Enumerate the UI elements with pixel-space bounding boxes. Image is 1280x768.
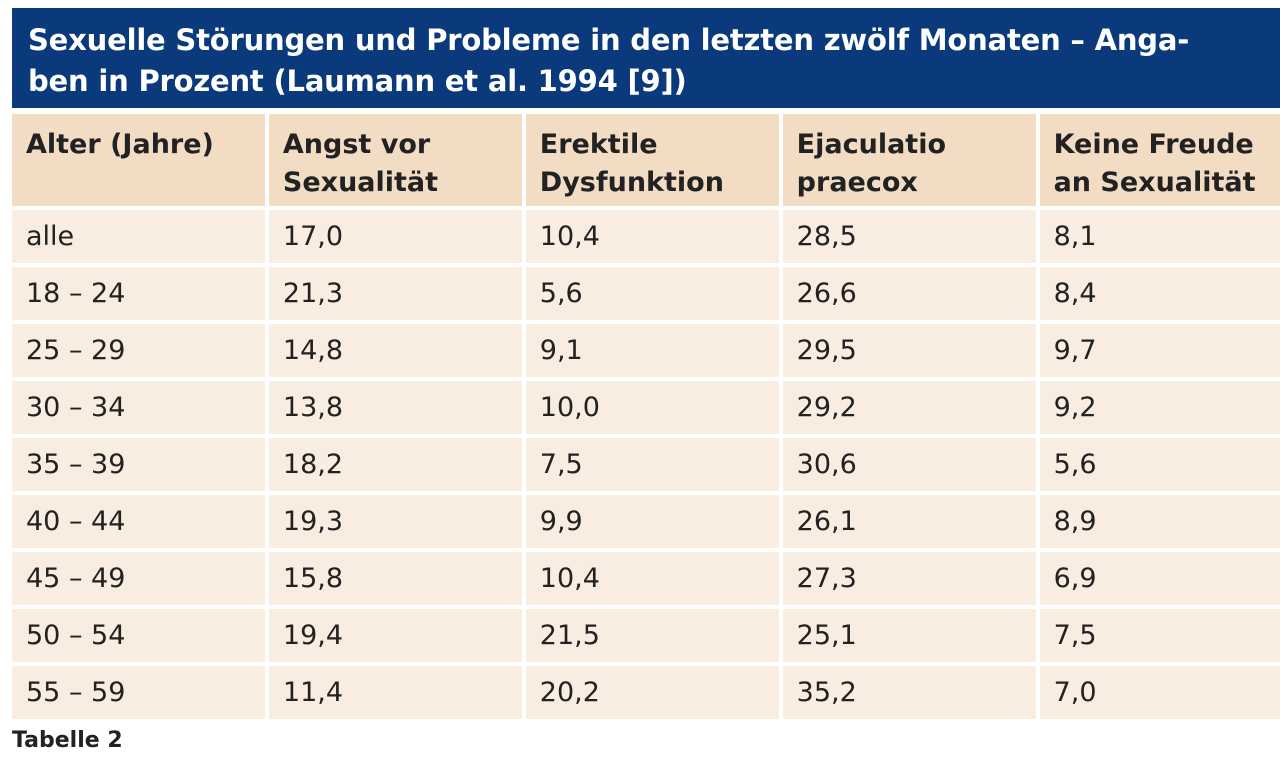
- age-group-cell: 50 – 54: [12, 609, 265, 662]
- percent-cell: 17,0: [268, 210, 522, 263]
- percent-cell: 15,8: [268, 552, 522, 605]
- percent-cell: 8,9: [1039, 495, 1280, 548]
- column-header-line: an Sexualität: [1053, 167, 1256, 198]
- percent-cell: 14,8: [268, 324, 522, 377]
- percent-cell: 28,5: [782, 210, 1036, 263]
- column-header: Angst vor Sexualität: [268, 114, 522, 206]
- age-group-cell: 40 – 44: [12, 495, 265, 548]
- table-title-line-2: ben in Prozent (Laumann et al. 1994 [9]): [28, 64, 687, 98]
- percent-cell: 19,3: [268, 495, 522, 548]
- age-group-cell: 30 – 34: [12, 381, 265, 434]
- percent-cell: 29,5: [782, 324, 1036, 377]
- table-title: Sexuelle Störungen und Probleme in den l…: [12, 8, 1280, 108]
- percent-cell: 10,0: [525, 381, 779, 434]
- percent-cell: 6,9: [1039, 552, 1280, 605]
- percent-cell: 9,9: [525, 495, 779, 548]
- percent-cell: 18,2: [268, 438, 522, 491]
- percent-cell: 11,4: [268, 666, 522, 719]
- column-header: Ejaculatio praecox: [782, 114, 1036, 206]
- percent-cell: 20,2: [525, 666, 779, 719]
- percent-cell: 9,2: [1039, 381, 1280, 434]
- age-group-cell: 35 – 39: [12, 438, 265, 491]
- table-row: 25 – 29 14,8 9,1 29,5 9,7: [12, 324, 1280, 377]
- age-group-cell: alle: [12, 210, 265, 263]
- percent-cell: 7,5: [1039, 609, 1280, 662]
- column-header: Alter (Jahre): [12, 114, 265, 206]
- percent-cell: 7,5: [525, 438, 779, 491]
- table-row: 30 – 34 13,8 10,0 29,2 9,2: [12, 381, 1280, 434]
- table-row: 55 – 59 11,4 20,2 35,2 7,0: [12, 666, 1280, 719]
- age-group-cell: 55 – 59: [12, 666, 265, 719]
- percent-cell: 7,0: [1039, 666, 1280, 719]
- table-caption: Tabelle 2: [12, 728, 123, 753]
- percent-cell: 5,6: [525, 267, 779, 320]
- column-header-line: Ejaculatio: [796, 129, 947, 160]
- column-header-line: Keine Freude: [1053, 129, 1254, 160]
- column-header-line: praecox: [796, 167, 918, 198]
- age-group-cell: 25 – 29: [12, 324, 265, 377]
- column-header-line: Sexualität: [282, 167, 439, 198]
- percent-cell: 26,6: [782, 267, 1036, 320]
- age-group-cell: 18 – 24: [12, 267, 265, 320]
- data-table-container: Sexuelle Störungen und Probleme in den l…: [12, 8, 1280, 723]
- percent-cell: 30,6: [782, 438, 1036, 491]
- column-header: Erektile Dysfunktion: [525, 114, 779, 206]
- data-table: Alter (Jahre) Angst vor Sexualität Erektile…: [8, 110, 1280, 723]
- percent-cell: 25,1: [782, 609, 1036, 662]
- percent-cell: 21,3: [268, 267, 522, 320]
- table-row: alle 17,0 10,4 28,5 8,1: [12, 210, 1280, 263]
- percent-cell: 8,1: [1039, 210, 1280, 263]
- column-header-line: Erektile: [539, 129, 658, 160]
- table-row: 40 – 44 19,3 9,9 26,1 8,9: [12, 495, 1280, 548]
- percent-cell: 19,4: [268, 609, 522, 662]
- table-title-line-1: Sexuelle Störungen und Probleme in den l…: [28, 23, 1190, 57]
- percent-cell: 21,5: [525, 609, 779, 662]
- percent-cell: 13,8: [268, 381, 522, 434]
- percent-cell: 29,2: [782, 381, 1036, 434]
- column-header-line: Dysfunktion: [539, 167, 724, 198]
- percent-cell: 9,1: [525, 324, 779, 377]
- percent-cell: 10,4: [525, 552, 779, 605]
- percent-cell: 10,4: [525, 210, 779, 263]
- table-header-row: Alter (Jahre) Angst vor Sexualität Erektile…: [12, 114, 1280, 206]
- percent-cell: 27,3: [782, 552, 1036, 605]
- percent-cell: 26,1: [782, 495, 1036, 548]
- percent-cell: 35,2: [782, 666, 1036, 719]
- column-header: Keine Freude an Sexualität: [1039, 114, 1280, 206]
- table-row: 50 – 54 19,4 21,5 25,1 7,5: [12, 609, 1280, 662]
- percent-cell: 8,4: [1039, 267, 1280, 320]
- column-header-line: Alter (Jahre): [26, 129, 214, 160]
- percent-cell: 9,7: [1039, 324, 1280, 377]
- column-header-line: Angst vor: [282, 129, 431, 160]
- table-row: 45 – 49 15,8 10,4 27,3 6,9: [12, 552, 1280, 605]
- age-group-cell: 45 – 49: [12, 552, 265, 605]
- table-row: 18 – 24 21,3 5,6 26,6 8,4: [12, 267, 1280, 320]
- table-body: alle 17,0 10,4 28,5 8,1 18 – 24 21,3 5,6 26,6 8,4…: [12, 210, 1280, 719]
- table-row: 35 – 39 18,2 7,5 30,6 5,6: [12, 438, 1280, 491]
- percent-cell: 5,6: [1039, 438, 1280, 491]
